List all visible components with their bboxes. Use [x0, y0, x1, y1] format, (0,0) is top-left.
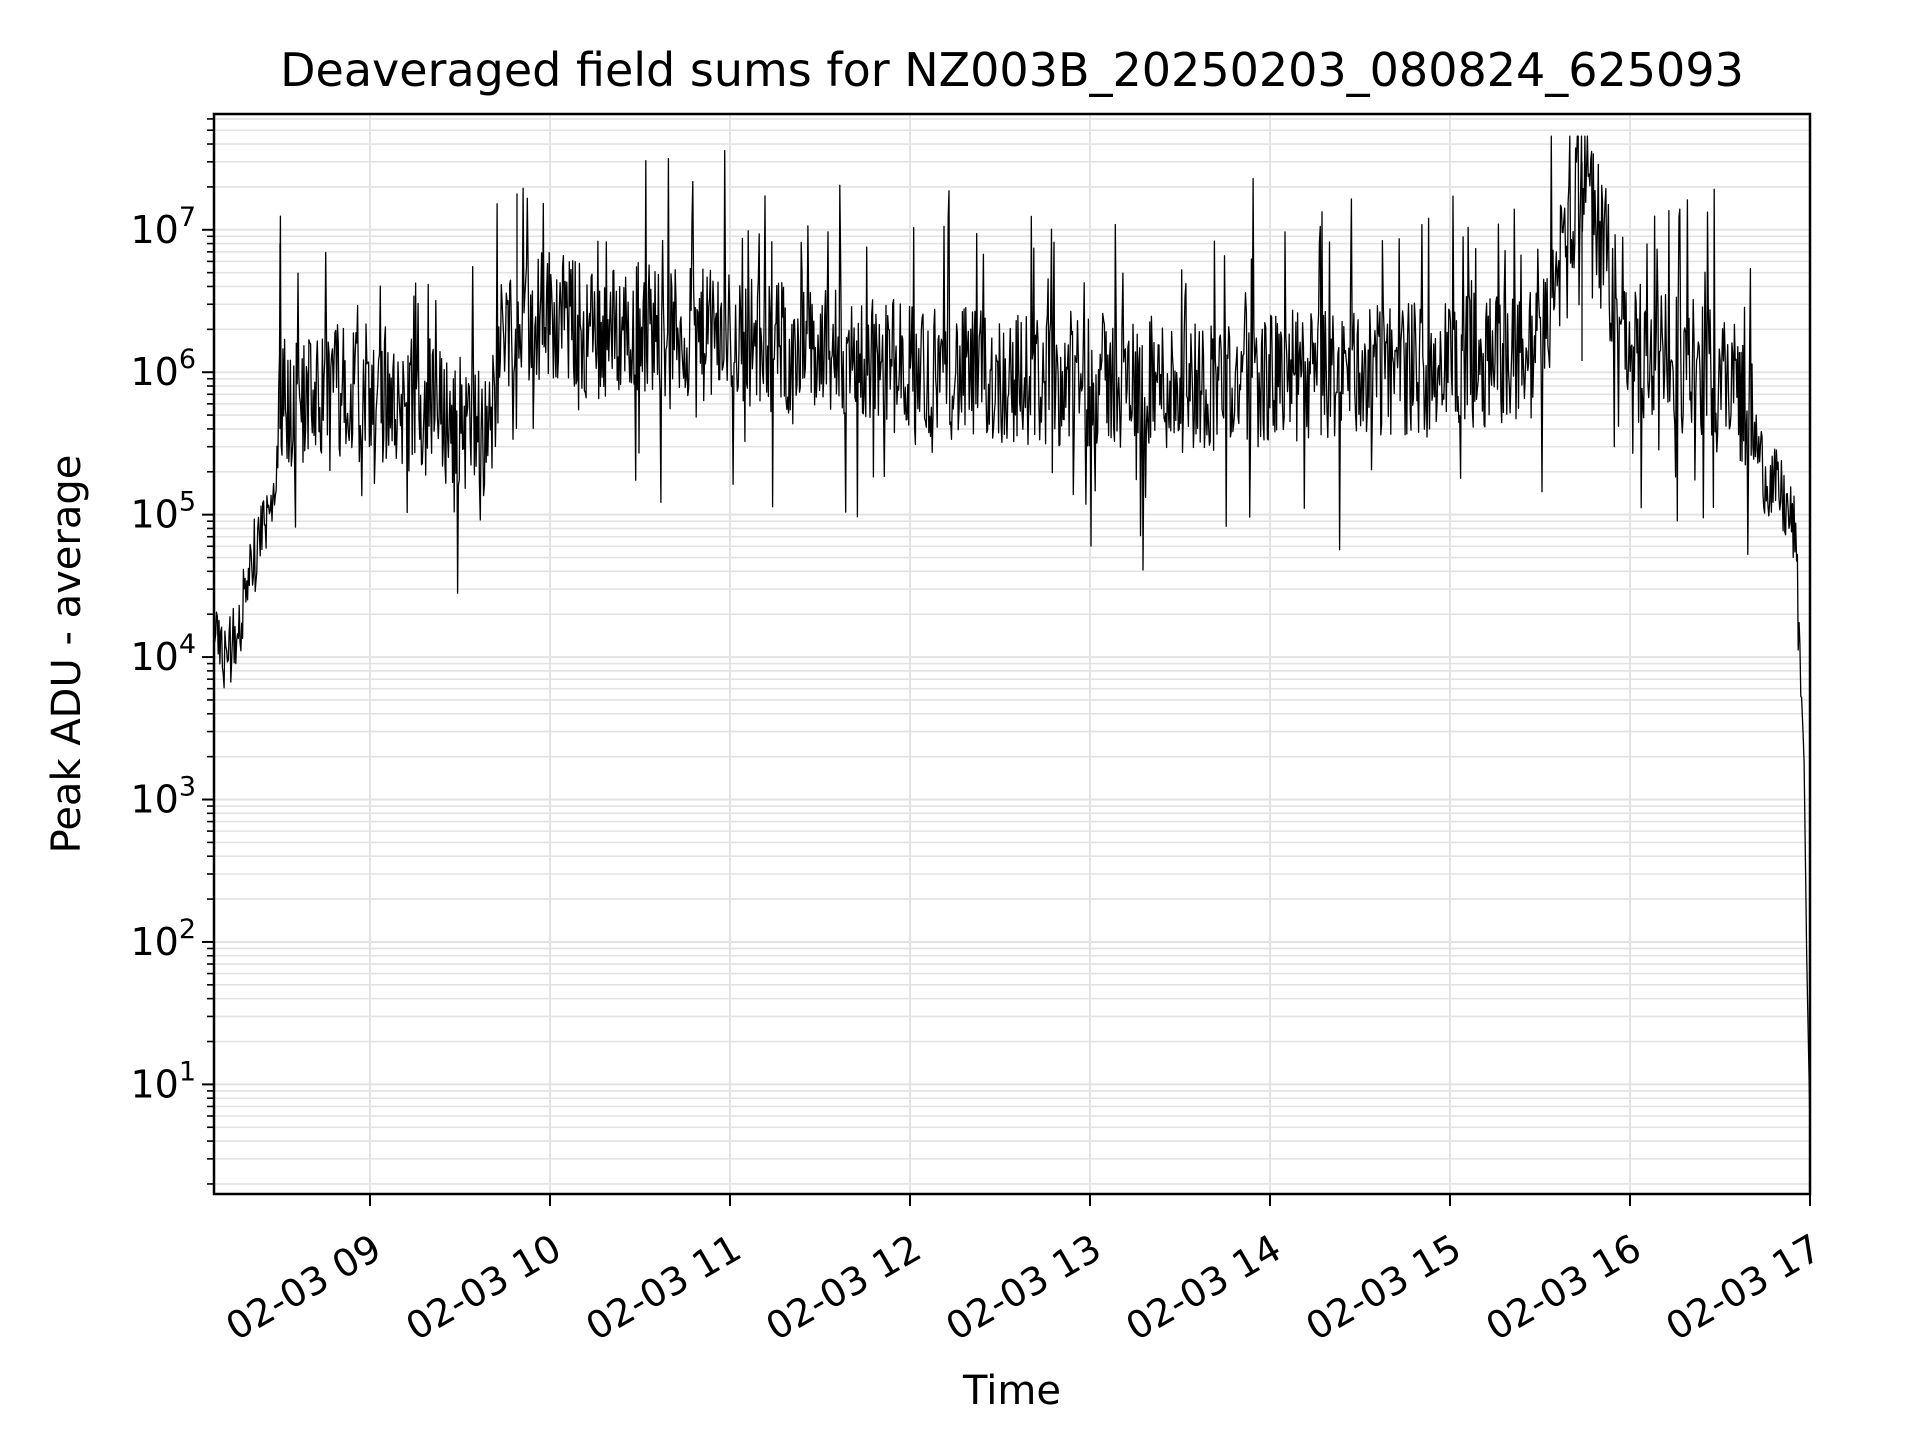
- y-tick-label: 102: [130, 914, 196, 964]
- y-tick-label: 105: [130, 487, 196, 537]
- y-tick-label: 106: [130, 344, 196, 394]
- chart-title: Deaveraged field sums for NZ003B_2025020…: [280, 43, 1744, 97]
- grid-lines: [214, 114, 1811, 1194]
- y-tick-label: 107: [130, 202, 196, 252]
- data-series-layer: [213, 135, 1811, 1130]
- y-axis-label: Peak ADU - average: [44, 455, 90, 854]
- y-tick-label: 101: [130, 1056, 196, 1106]
- y-tick-label: 104: [130, 629, 196, 679]
- series-line: [213, 135, 1811, 1130]
- y-axis-ticks: 101 102 103 104 105 106 107: [130, 118, 214, 1185]
- plot-frame: [212, 112, 1812, 1196]
- y-tick-label: 103: [130, 772, 196, 822]
- x-axis-label: Time: [962, 1368, 1061, 1414]
